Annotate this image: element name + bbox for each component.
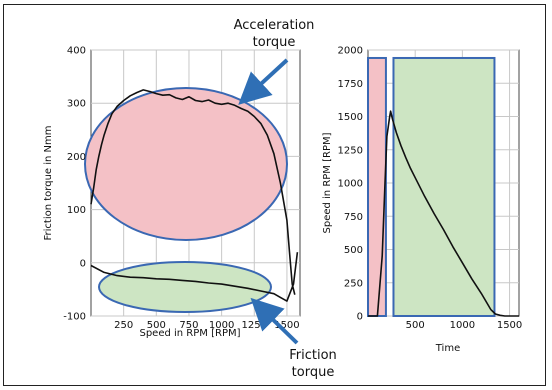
- left-x-axis-label: Speed in RPM [RPM]: [139, 328, 240, 339]
- acceleration-region-ellipse: [84, 87, 288, 241]
- right-x-tick-label: 1500: [497, 320, 522, 331]
- right-chart: 500 1000 1500 0 250 500 750 1000 1250 1500 1750 20…: [322, 46, 522, 355]
- right-regions: [367, 56, 496, 317]
- right-y-tick-label: 1000: [338, 179, 363, 190]
- right-x-tick-label: 500: [406, 320, 425, 331]
- left-x-tick-label: 250: [114, 320, 133, 331]
- right-y-tick-labels: 0 250 500 750 1000 1250 1500 1750 2000: [338, 46, 363, 323]
- friction-label-line-2: torque: [292, 365, 335, 380]
- right-x-tick-label: 1000: [450, 320, 475, 331]
- right-y-tick-label: 1500: [338, 112, 363, 123]
- left-y-tick-label: 200: [67, 152, 86, 163]
- acceleration-arrow: [238, 58, 289, 105]
- right-region-deceleration: [392, 56, 496, 317]
- right-x-axis-label: Time: [435, 343, 460, 354]
- left-chart: 250 500 750 1000 1250 1500 -1000100200300400 …: [43, 46, 301, 339]
- left-x-tick-label: 1250: [242, 320, 267, 331]
- left-y-axis-label: Friction torque in Nmm: [43, 126, 54, 241]
- friction-region-ellipse: [98, 261, 272, 313]
- left-y-tick-labels: -100 0 100 200 300 400: [63, 46, 86, 323]
- right-y-tick-label: 0: [357, 312, 363, 323]
- right-y-tick-label: 2000: [338, 46, 363, 57]
- right-series-speed: [368, 110, 519, 317]
- acceleration-label-line-1: Acceleration: [234, 18, 315, 33]
- right-y-tick-label: 1250: [338, 145, 363, 156]
- left-y-tick-label: 100: [67, 205, 86, 216]
- right-x-tick-labels: 500 1000 1500: [406, 320, 523, 331]
- left-y-tick-label: 400: [67, 46, 86, 57]
- left-series: [90, 89, 299, 302]
- left-x-tick-label: 1500: [274, 320, 299, 331]
- right-y-tick-label: 750: [344, 212, 363, 223]
- right-series: [368, 110, 519, 317]
- left-x-tick-label: 750: [179, 320, 198, 331]
- left-x-tick-label: 500: [147, 320, 166, 331]
- left-series-acceleration: [90, 89, 296, 295]
- left-series-friction: [90, 252, 299, 302]
- left-y-tick-label: -100: [63, 312, 86, 323]
- left-y-tick-label: 300: [67, 99, 86, 110]
- acceleration-label-line-2: torque: [253, 35, 296, 50]
- friction-arrow: [250, 297, 299, 345]
- right-y-axis-label: Speed in RPM [RPM]: [322, 132, 333, 233]
- right-y-tick-label: 500: [344, 245, 363, 256]
- right-region-acceleration: [367, 56, 387, 317]
- left-y-tick-label: 0: [80, 258, 86, 269]
- right-y-tick-label: 250: [344, 278, 363, 289]
- right-y-tick-label: 1750: [338, 79, 363, 90]
- friction-label-line-1: Friction: [289, 348, 337, 363]
- left-x-tick-label: 1000: [209, 320, 234, 331]
